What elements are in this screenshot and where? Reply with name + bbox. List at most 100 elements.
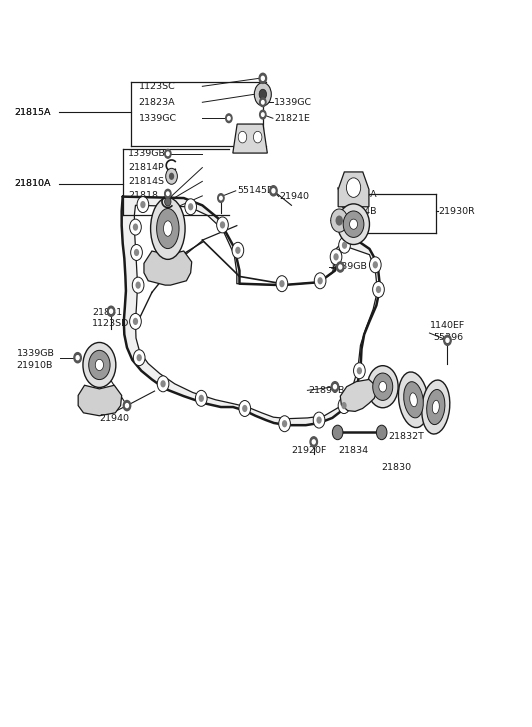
Ellipse shape [398, 372, 429, 427]
Circle shape [262, 113, 264, 116]
Circle shape [334, 385, 336, 389]
Circle shape [220, 196, 222, 200]
Circle shape [185, 198, 196, 214]
Ellipse shape [404, 382, 423, 418]
Text: 21940: 21940 [99, 414, 129, 423]
Circle shape [331, 209, 348, 232]
Circle shape [372, 261, 378, 268]
Ellipse shape [422, 380, 450, 434]
Circle shape [218, 193, 224, 202]
Circle shape [260, 111, 266, 119]
Circle shape [136, 281, 141, 289]
Ellipse shape [83, 342, 116, 387]
Circle shape [342, 241, 347, 249]
Circle shape [310, 437, 318, 447]
Text: 21814S: 21814S [128, 177, 164, 186]
Circle shape [226, 114, 232, 123]
Circle shape [331, 382, 339, 392]
Circle shape [276, 276, 288, 292]
Circle shape [313, 412, 325, 428]
Circle shape [126, 403, 128, 408]
Text: 1123SC: 1123SC [139, 82, 176, 91]
Circle shape [130, 313, 142, 329]
Circle shape [164, 189, 171, 198]
Text: 1339GB: 1339GB [330, 262, 368, 271]
Ellipse shape [95, 359, 104, 371]
Ellipse shape [350, 219, 358, 229]
Text: 21934A: 21934A [340, 190, 377, 199]
Circle shape [259, 89, 267, 100]
Circle shape [198, 395, 204, 402]
Circle shape [260, 98, 266, 107]
Circle shape [376, 425, 387, 440]
Circle shape [446, 338, 449, 342]
Text: 21940: 21940 [279, 192, 309, 201]
Text: 1339GB: 1339GB [16, 349, 54, 358]
Ellipse shape [379, 382, 387, 392]
Text: 21831: 21831 [92, 308, 122, 317]
Circle shape [279, 280, 285, 287]
Circle shape [354, 363, 365, 379]
Circle shape [107, 306, 115, 316]
Circle shape [332, 425, 343, 440]
Circle shape [270, 185, 277, 196]
Text: 21890B: 21890B [309, 386, 345, 395]
Circle shape [317, 417, 322, 424]
Text: 21920F: 21920F [292, 446, 327, 455]
Circle shape [259, 73, 267, 84]
Circle shape [337, 262, 344, 272]
Polygon shape [338, 172, 369, 206]
Circle shape [131, 244, 143, 260]
Polygon shape [122, 196, 380, 425]
Text: 55396: 55396 [434, 333, 464, 342]
Circle shape [254, 83, 271, 106]
Circle shape [342, 402, 347, 409]
Circle shape [357, 367, 362, 374]
Circle shape [346, 178, 361, 197]
Circle shape [338, 398, 350, 414]
Circle shape [137, 354, 142, 361]
Circle shape [195, 390, 207, 406]
Text: 55145D: 55145D [237, 186, 274, 196]
Text: 21821E: 21821E [274, 113, 310, 123]
Ellipse shape [368, 366, 398, 408]
Polygon shape [144, 251, 192, 285]
Circle shape [372, 281, 384, 297]
Text: 1339GB: 1339GB [128, 149, 166, 158]
Text: 21815A: 21815A [14, 108, 51, 117]
Circle shape [262, 100, 264, 104]
Circle shape [137, 196, 149, 212]
Circle shape [272, 189, 275, 193]
Circle shape [188, 203, 193, 210]
Circle shape [74, 353, 81, 363]
Circle shape [123, 401, 131, 411]
Polygon shape [233, 124, 267, 153]
Circle shape [157, 376, 169, 392]
Text: 21818: 21818 [128, 191, 158, 201]
Circle shape [238, 132, 247, 143]
Ellipse shape [433, 401, 439, 414]
Text: 21934B: 21934B [340, 206, 377, 216]
Ellipse shape [156, 209, 179, 249]
Ellipse shape [89, 350, 110, 379]
Text: 21810A: 21810A [14, 179, 51, 188]
Circle shape [235, 246, 240, 254]
Circle shape [282, 420, 287, 427]
Circle shape [165, 169, 177, 184]
Text: 21910B: 21910B [16, 361, 53, 370]
Text: 1140EF: 1140EF [429, 321, 464, 329]
Ellipse shape [338, 204, 369, 244]
Polygon shape [340, 379, 376, 411]
Circle shape [169, 173, 174, 180]
Circle shape [330, 249, 342, 265]
Circle shape [134, 249, 139, 256]
Circle shape [110, 309, 113, 313]
Text: 21834: 21834 [338, 446, 368, 455]
Circle shape [279, 416, 290, 432]
Ellipse shape [373, 373, 393, 401]
Text: 1339GC: 1339GC [139, 113, 177, 123]
Circle shape [334, 253, 339, 260]
Text: 21830: 21830 [381, 464, 412, 473]
Text: 21810A: 21810A [14, 179, 51, 188]
Circle shape [261, 76, 264, 81]
